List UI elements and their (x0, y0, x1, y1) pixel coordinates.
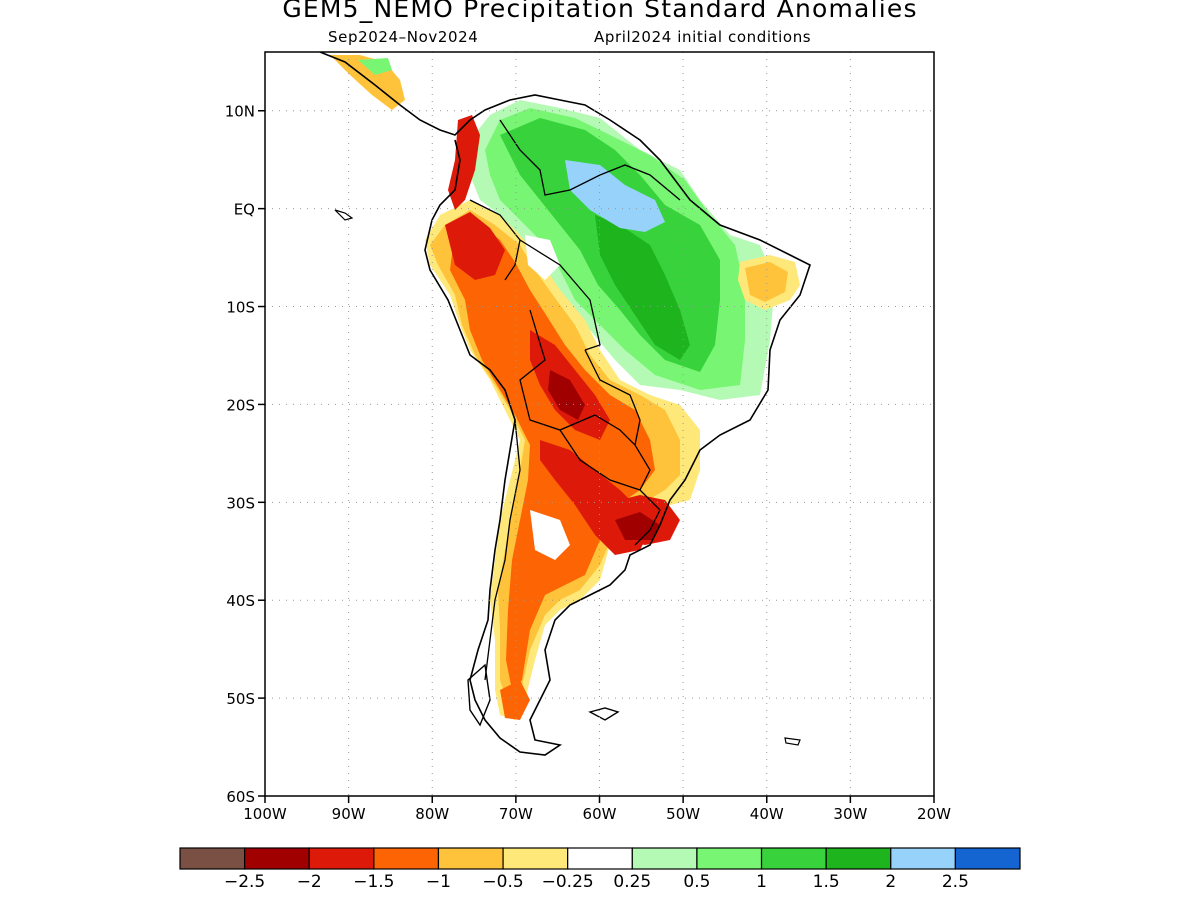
colorbar-label: 1.5 (813, 872, 840, 892)
colorbar-swatch (954, 847, 1021, 870)
border-chile-argentina (484, 419, 521, 681)
field-colombia-pacific-dry (448, 115, 480, 210)
colorbar-swatch (373, 847, 440, 870)
coastline-chile-fjords (467, 663, 491, 727)
colorbar-label: −1 (426, 872, 451, 892)
latitude-axis: 10N EQ 10S 20S 30S 40S 50S 60S (225, 103, 265, 806)
colorbar-swatch (308, 847, 375, 870)
colorbar-swatch (502, 847, 569, 870)
lon-tick-label: 90W (332, 805, 366, 823)
coastline-falklands (588, 707, 620, 721)
colorbar-swatch (890, 847, 956, 870)
field-central-argentina-neutral (530, 510, 570, 560)
lon-tick-label: 80W (415, 805, 449, 823)
colorbar-label: 1 (756, 872, 767, 892)
colorbar-label: −2 (297, 872, 322, 892)
country-borders (469, 119, 681, 681)
forecast-period: Sep2024–Nov2024 (328, 28, 479, 46)
colorbar-swatch (244, 847, 310, 870)
field-ne-brazil-dry (745, 262, 788, 302)
colorbar-label: 2.5 (942, 872, 969, 892)
graticule (265, 52, 934, 796)
lon-tick-label: 30W (833, 805, 867, 823)
colorbar-swatch (696, 847, 763, 870)
lat-tick-label: 20S (226, 396, 255, 414)
colorbar-swatch (760, 847, 827, 870)
lat-tick-label: 40S (226, 592, 255, 610)
coastline (319, 52, 811, 756)
coastline-south-georgia (784, 737, 801, 746)
lat-tick-label: 10N (225, 103, 255, 121)
colorbar-label: −1.5 (353, 872, 394, 892)
colorbar-label: −0.25 (542, 872, 594, 892)
border-bolivia-west (519, 309, 596, 431)
lat-tick-label: 10S (226, 299, 255, 317)
border-argentina-uruguay (634, 489, 661, 546)
field-bolivia-very-dry (548, 370, 585, 420)
field-central-america-wet (358, 58, 392, 75)
border-colombia-venezuela (499, 119, 601, 196)
border-peru-brazil (519, 239, 601, 351)
colorbar-label: −2.5 (224, 872, 265, 892)
anomaly-field (265, 52, 934, 796)
lat-tick-label: 60S (226, 788, 255, 806)
field-patagonia-dry (500, 680, 530, 720)
colorbar-label: 2 (885, 872, 896, 892)
lon-tick-label: 60W (583, 805, 617, 823)
lon-tick-label: 70W (499, 805, 533, 823)
colorbar-swatch (437, 847, 504, 870)
colorbar-swatch (631, 847, 698, 870)
lon-tick-label: 100W (243, 805, 287, 823)
border-bolivia-brazil (584, 349, 641, 446)
longitude-axis: 100W 90W 80W 70W 60W 50W 40W 30W 20W (243, 796, 951, 823)
colorbar-label: 0.5 (683, 872, 710, 892)
lon-tick-label: 40W (750, 805, 784, 823)
colorbar-swatch (567, 847, 633, 870)
colorbar-label: −0.5 (482, 872, 523, 892)
field-northern-amazon-very-wet (565, 160, 665, 232)
colorbar: −2.5 −2 −1.5 −1 −0.5 −0.25 0.25 0.5 1 1.5 2 2.5 (179, 847, 1021, 892)
border-argentina-north (559, 429, 641, 491)
lat-tick-label: 50S (226, 690, 255, 708)
colorbar-swatch (825, 847, 892, 870)
field-uruguay-very-dry (615, 512, 660, 540)
coastline-galapagos (334, 209, 354, 221)
colorbar-swatch (179, 847, 246, 870)
colorbar-label: 0.25 (613, 872, 651, 892)
lat-tick-label: EQ (234, 201, 255, 219)
field-peru-neutral (525, 235, 560, 280)
lon-tick-label: 50W (666, 805, 700, 823)
lon-tick-label: 20W (917, 805, 951, 823)
initial-conditions: April2024 initial conditions (594, 28, 812, 46)
field-central-brazil-wet (595, 215, 690, 360)
field-ecuador-dry (445, 212, 505, 280)
lat-tick-label: 30S (226, 494, 255, 512)
border-paraguay (594, 414, 651, 491)
border-guianas (599, 164, 681, 201)
map-title: GEM5_NEMO Precipitation Standard Anomali… (282, 0, 918, 23)
